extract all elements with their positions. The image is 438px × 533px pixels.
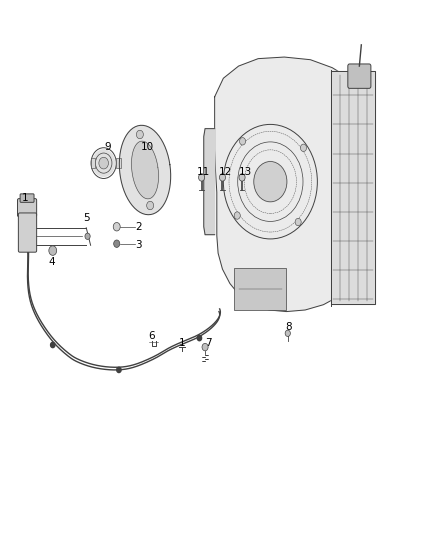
- Ellipse shape: [99, 157, 109, 169]
- Circle shape: [49, 246, 57, 255]
- Bar: [91, 158, 95, 168]
- Text: 1: 1: [179, 338, 185, 348]
- Circle shape: [198, 174, 205, 181]
- FancyBboxPatch shape: [20, 194, 34, 203]
- Circle shape: [147, 201, 154, 210]
- Text: 12: 12: [219, 167, 232, 177]
- Polygon shape: [204, 128, 215, 235]
- Text: 7: 7: [205, 338, 212, 348]
- Polygon shape: [131, 141, 159, 199]
- Ellipse shape: [93, 150, 115, 176]
- FancyBboxPatch shape: [18, 199, 37, 216]
- Polygon shape: [215, 57, 375, 312]
- Text: 4: 4: [48, 257, 55, 267]
- Text: 2: 2: [135, 222, 142, 232]
- Text: 11: 11: [197, 167, 210, 177]
- Bar: [234, 268, 286, 310]
- Circle shape: [254, 161, 287, 202]
- Circle shape: [234, 212, 240, 219]
- Circle shape: [85, 233, 90, 239]
- Text: 1: 1: [22, 192, 28, 203]
- Circle shape: [114, 240, 120, 247]
- Circle shape: [202, 343, 208, 351]
- FancyBboxPatch shape: [348, 64, 371, 88]
- Text: 8: 8: [285, 322, 292, 333]
- Circle shape: [295, 219, 301, 226]
- Circle shape: [300, 144, 307, 151]
- Circle shape: [113, 222, 120, 231]
- Circle shape: [240, 138, 246, 145]
- Circle shape: [285, 330, 290, 336]
- Text: 13: 13: [238, 167, 252, 177]
- Polygon shape: [331, 71, 375, 304]
- Circle shape: [136, 130, 143, 139]
- Circle shape: [197, 335, 201, 341]
- Circle shape: [50, 342, 55, 348]
- Circle shape: [219, 174, 226, 181]
- Circle shape: [117, 367, 121, 373]
- Bar: [116, 158, 120, 168]
- Text: 5: 5: [83, 213, 89, 223]
- Text: 9: 9: [105, 142, 111, 152]
- FancyBboxPatch shape: [18, 213, 37, 252]
- Text: 3: 3: [135, 240, 142, 251]
- Polygon shape: [119, 125, 171, 215]
- Circle shape: [239, 174, 245, 181]
- Text: 10: 10: [141, 142, 154, 152]
- Text: 6: 6: [148, 332, 155, 342]
